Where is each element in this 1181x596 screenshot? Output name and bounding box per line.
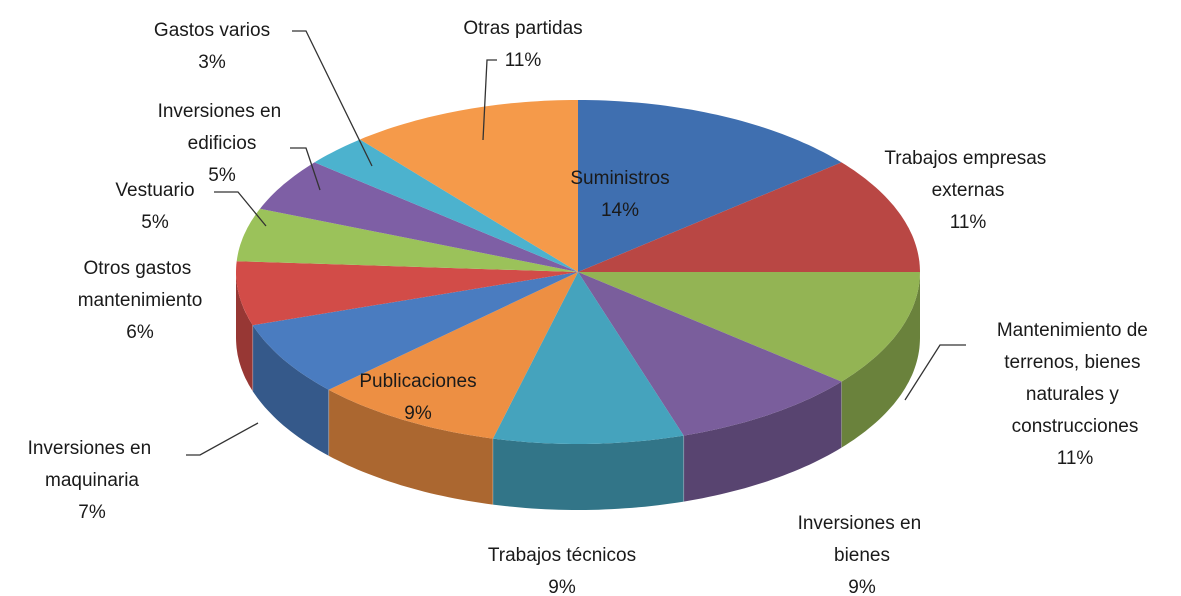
slice — [236, 208, 578, 272]
slice — [252, 272, 578, 390]
slice-value-label: 11% — [1057, 448, 1094, 469]
slice — [578, 272, 842, 436]
leader-line — [186, 422, 259, 456]
slice-label: Inversiones en edificios — [158, 101, 287, 154]
slice — [492, 272, 684, 444]
slice-value-label: 6% — [126, 322, 154, 343]
slice — [578, 100, 842, 272]
slice-label: Vestuario — [115, 180, 194, 201]
leader-line — [482, 59, 497, 141]
slice-label: Trabajos empresas externas — [884, 148, 1051, 201]
leader-line — [290, 147, 321, 191]
slice-value-label: 11% — [950, 212, 987, 233]
slice-label: Otras partidas — [463, 18, 582, 39]
slice-side — [328, 389, 493, 505]
slice-side — [841, 272, 920, 448]
leader-line — [292, 30, 373, 167]
slice-value-label: 5% — [208, 165, 236, 186]
slice-label: Inversiones en maquinaria — [28, 438, 157, 491]
slice-label: Publicaciones — [359, 371, 476, 392]
slice-side — [683, 381, 842, 502]
slice-value-label: 9% — [848, 577, 876, 596]
slice-value-label: 7% — [78, 502, 106, 523]
slice-side — [236, 272, 253, 392]
slice-value-label: 9% — [404, 403, 432, 424]
slice-value-label: 14% — [601, 200, 639, 221]
slice-side — [252, 325, 329, 456]
slice — [328, 272, 578, 439]
slice-label: Gastos varios — [154, 20, 270, 41]
slice — [578, 162, 920, 272]
slice-label: Otros gastos mantenimiento — [78, 258, 203, 311]
slice-label: Inversiones en bienes — [798, 513, 927, 566]
slice-side — [492, 435, 684, 510]
slice-value-label: 5% — [141, 212, 169, 233]
slice-value-label: 3% — [198, 52, 226, 73]
slice — [260, 162, 578, 272]
slice-value-label: 9% — [548, 577, 576, 596]
leader-line — [904, 344, 966, 401]
slice — [360, 100, 578, 272]
slice — [578, 272, 920, 382]
leader-line — [214, 191, 267, 227]
slice-label: Trabajos técnicos — [488, 545, 636, 566]
slice-label: Suministros — [570, 168, 669, 189]
slice-label: Mantenimiento de terrenos, bienes natura… — [997, 320, 1153, 437]
slice — [236, 261, 578, 326]
slice-value-label: 11% — [505, 50, 542, 71]
slice — [314, 139, 578, 272]
